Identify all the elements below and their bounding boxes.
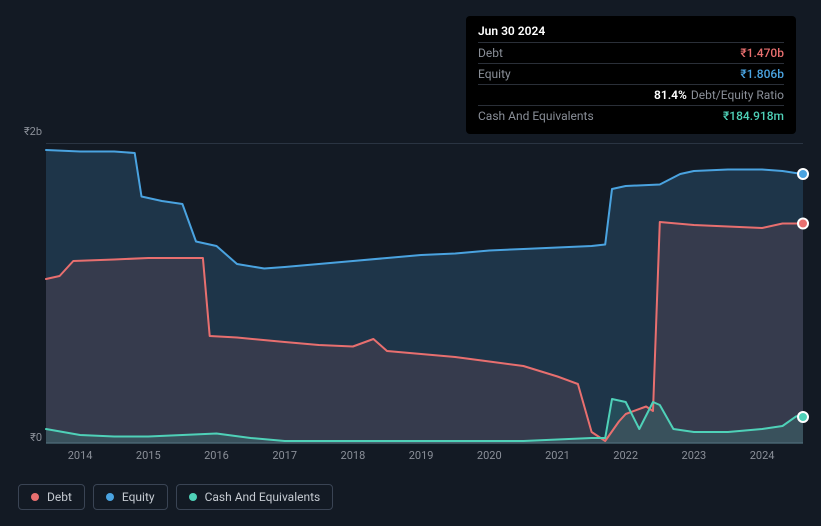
tooltip-row: 81.4%Debt/Equity Ratio	[478, 84, 784, 105]
tooltip-row: Debt₹1.470b	[478, 42, 784, 63]
legend-dot-icon	[31, 493, 39, 501]
legend-label: Equity	[122, 490, 155, 504]
x-axis-tick: 2015	[136, 449, 161, 462]
x-axis-tick: 2018	[341, 449, 366, 462]
legend-item-debt[interactable]: Debt	[18, 484, 85, 510]
x-axis-tick: 2023	[682, 449, 707, 462]
tooltip-row: Cash And Equivalents₹184.918m	[478, 105, 784, 126]
x-axis-tick: 2014	[68, 449, 93, 462]
legend-label: Debt	[47, 490, 72, 504]
tooltip-row: Equity₹1.806b	[478, 63, 784, 84]
y-axis-label-top: ₹2b	[18, 125, 42, 138]
legend-dot-icon	[106, 493, 114, 501]
x-axis-tick: 2016	[204, 449, 229, 462]
legend-label: Cash And Equivalents	[205, 490, 321, 504]
x-axis-tick: 2020	[477, 449, 502, 462]
x-axis-tick: 2024	[750, 449, 775, 462]
x-axis-tick: 2021	[545, 449, 570, 462]
legend-item-cash-and-equivalents[interactable]: Cash And Equivalents	[176, 484, 334, 510]
chart-legend: Debt Equity Cash And Equivalents	[18, 484, 333, 510]
y-axis-label-bottom: ₹0	[18, 431, 42, 444]
x-axis-tick: 2019	[409, 449, 434, 462]
tooltip-date: Jun 30 2024	[478, 24, 784, 42]
chart-tooltip: Jun 30 2024 Debt₹1.470bEquity₹1.806b81.4…	[466, 16, 796, 134]
chart-container: ₹2b ₹0 2014 2015 2016 2017 2018 2019 2020 2021 2…	[18, 125, 803, 465]
x-axis-tick: 2022	[613, 449, 638, 462]
x-axis-tick: 2017	[272, 449, 297, 462]
legend-item-equity[interactable]: Equity	[93, 484, 168, 510]
x-axis-labels: 2014 2015 2016 2017 2018 2019 2020 2021 2022 2023…	[46, 449, 803, 469]
chart-plot-area[interactable]	[46, 143, 803, 443]
legend-dot-icon	[189, 493, 197, 501]
